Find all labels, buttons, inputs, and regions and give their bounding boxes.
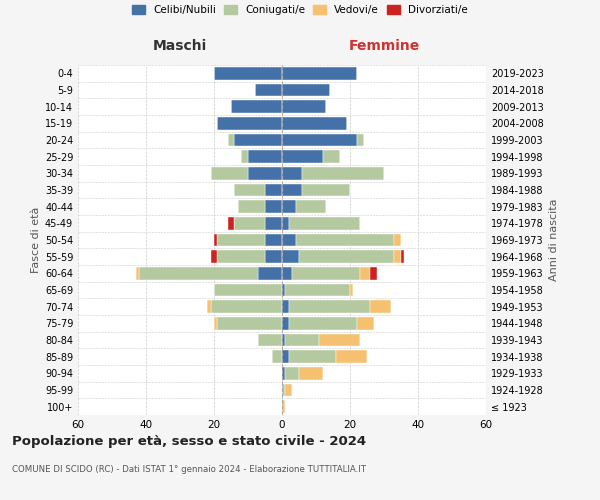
Bar: [282, 134, 357, 146]
Bar: [323, 150, 340, 163]
Bar: [282, 200, 296, 213]
Bar: [265, 217, 282, 230]
Bar: [286, 334, 319, 346]
Bar: [282, 267, 292, 280]
Bar: [299, 250, 394, 263]
Bar: [139, 267, 258, 280]
Bar: [265, 234, 282, 246]
Bar: [282, 117, 347, 130]
Bar: [282, 184, 302, 196]
Bar: [350, 284, 353, 296]
Text: COMUNE DI SCIDO (RC) - Dati ISTAT 1° gennaio 2024 - Elaborazione TUTTITALIA.IT: COMUNE DI SCIDO (RC) - Dati ISTAT 1° gen…: [12, 465, 366, 474]
Bar: [282, 334, 286, 346]
Bar: [211, 300, 282, 313]
Bar: [394, 234, 401, 246]
Text: Popolazione per età, sesso e stato civile - 2024: Popolazione per età, sesso e stato civil…: [12, 435, 366, 448]
Bar: [255, 84, 282, 96]
Bar: [319, 334, 360, 346]
Bar: [289, 350, 337, 363]
Bar: [370, 267, 377, 280]
Bar: [286, 384, 292, 396]
Bar: [289, 217, 360, 230]
Text: Femmine: Femmine: [349, 38, 419, 52]
Bar: [282, 67, 357, 80]
Bar: [235, 184, 265, 196]
Bar: [296, 234, 394, 246]
Bar: [258, 267, 282, 280]
Bar: [265, 250, 282, 263]
Bar: [217, 234, 265, 246]
Bar: [248, 167, 282, 179]
Bar: [214, 67, 282, 80]
Bar: [235, 134, 282, 146]
Bar: [370, 300, 391, 313]
Bar: [286, 367, 299, 380]
Bar: [214, 317, 217, 330]
Bar: [282, 284, 286, 296]
Bar: [227, 217, 235, 230]
Bar: [282, 234, 296, 246]
Bar: [258, 334, 282, 346]
Bar: [211, 167, 248, 179]
Bar: [286, 284, 350, 296]
Bar: [360, 267, 370, 280]
Bar: [241, 150, 248, 163]
Bar: [265, 184, 282, 196]
Legend: Celibi/Nubili, Coniugati/e, Vedovi/e, Divorziati/e: Celibi/Nubili, Coniugati/e, Vedovi/e, Di…: [132, 5, 468, 15]
Bar: [217, 250, 265, 263]
Bar: [282, 384, 286, 396]
Bar: [299, 367, 323, 380]
Bar: [214, 234, 217, 246]
Bar: [214, 284, 282, 296]
Text: Maschi: Maschi: [153, 38, 207, 52]
Bar: [248, 150, 282, 163]
Bar: [235, 217, 265, 230]
Bar: [238, 200, 265, 213]
Bar: [282, 300, 289, 313]
Bar: [401, 250, 404, 263]
Bar: [282, 317, 289, 330]
Bar: [282, 150, 323, 163]
Bar: [282, 100, 326, 113]
Bar: [282, 350, 289, 363]
Bar: [207, 300, 211, 313]
Bar: [282, 217, 289, 230]
Bar: [136, 267, 139, 280]
Bar: [217, 317, 282, 330]
Bar: [282, 167, 302, 179]
Bar: [394, 250, 401, 263]
Bar: [292, 267, 360, 280]
Bar: [231, 100, 282, 113]
Bar: [357, 134, 364, 146]
Bar: [289, 300, 370, 313]
Bar: [272, 350, 282, 363]
Bar: [282, 250, 299, 263]
Bar: [217, 117, 282, 130]
Bar: [265, 200, 282, 213]
Bar: [357, 317, 374, 330]
Bar: [337, 350, 367, 363]
Bar: [296, 200, 326, 213]
Y-axis label: Fasce di età: Fasce di età: [31, 207, 41, 273]
Bar: [282, 400, 286, 413]
Bar: [282, 367, 286, 380]
Y-axis label: Anni di nascita: Anni di nascita: [549, 198, 559, 281]
Bar: [302, 167, 384, 179]
Bar: [211, 250, 217, 263]
Bar: [227, 134, 235, 146]
Bar: [289, 317, 357, 330]
Bar: [302, 184, 350, 196]
Bar: [282, 84, 329, 96]
